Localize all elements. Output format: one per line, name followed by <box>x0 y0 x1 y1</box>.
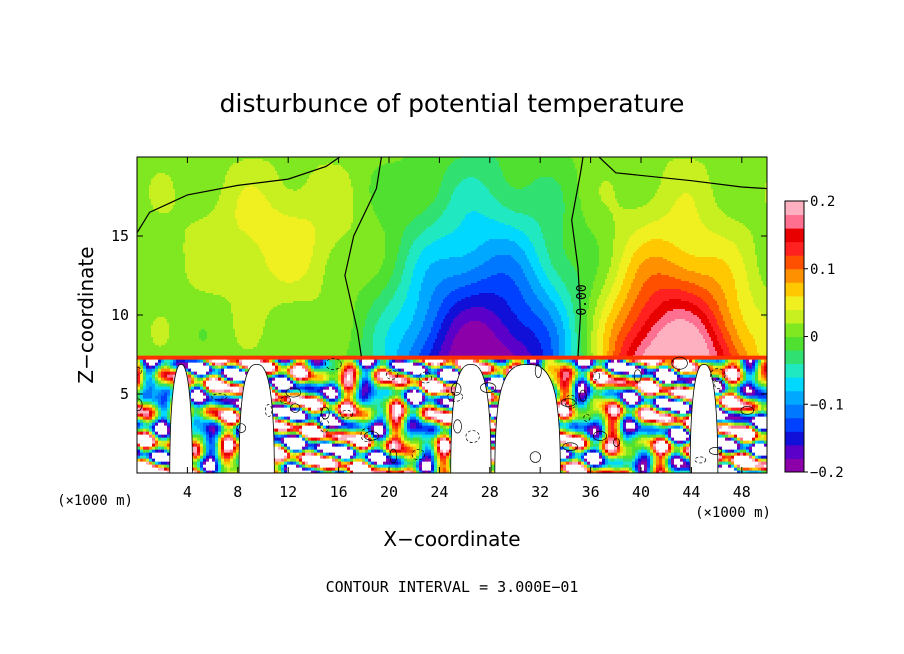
upper-field <box>137 157 768 360</box>
plot-area <box>133 149 768 474</box>
chart-title: disturbunce of potential temperature <box>220 89 685 118</box>
chart: disturbunce of potential temperature 0.0… <box>0 0 904 654</box>
